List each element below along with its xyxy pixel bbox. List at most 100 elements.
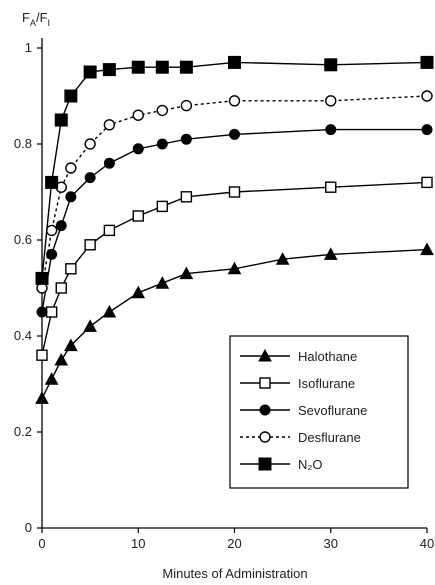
data-point: [228, 55, 241, 69]
y-title-sub-i: I: [48, 18, 51, 28]
data-point: [54, 352, 69, 366]
data-point: [83, 319, 97, 332]
x-tick-label: 30: [324, 536, 338, 551]
data-point: [156, 138, 168, 150]
data-point: [64, 89, 78, 103]
data-point: [227, 261, 242, 275]
legend-label: Isoflurane: [298, 376, 355, 391]
data-point: [275, 252, 290, 265]
series-0: [35, 242, 434, 404]
data-point: [229, 128, 240, 140]
legend-label: N₂O: [298, 457, 323, 472]
data-point: [325, 124, 337, 136]
x-tick-label: 10: [131, 536, 145, 551]
y-tick-label: 0: [25, 520, 32, 535]
legend: Halothane Isoflurane Sevoflurane Desflurane…: [229, 335, 409, 489]
data-point: [180, 133, 192, 145]
data-point: [132, 143, 144, 155]
data-point: [132, 109, 144, 121]
data-point: [36, 349, 48, 361]
data-point: [45, 306, 58, 318]
data-point: [421, 176, 433, 189]
data-point: [35, 391, 49, 404]
data-point: [35, 271, 49, 285]
legend-item: Desflurane: [240, 430, 361, 445]
legend-label: Desflurane: [298, 430, 361, 445]
data-point: [65, 263, 77, 275]
y-tick-label: 0.8: [14, 136, 32, 151]
y-tick-label: 0.2: [14, 424, 32, 439]
series-2: [36, 124, 433, 318]
data-point: [131, 60, 145, 74]
data-point: [103, 224, 116, 237]
x-axis-title: Minutes of Administration: [162, 566, 307, 581]
x-axis-ticks: 0 10 20 30 40: [38, 528, 434, 551]
y-tick-label: 0.4: [14, 328, 32, 343]
legend-marker: [258, 348, 272, 362]
series-line: [41, 95, 428, 289]
y-tick-label: 0.6: [14, 232, 32, 247]
legend-item: Halothane: [240, 348, 357, 364]
series-line: [41, 128, 427, 313]
legend-item: N₂O: [240, 457, 323, 472]
data-point: [324, 58, 338, 72]
data-point: [84, 138, 96, 150]
data-point: [325, 181, 337, 193]
data-point: [155, 276, 170, 289]
data-point: [228, 95, 241, 107]
data-point: [323, 247, 338, 260]
data-point: [84, 239, 96, 251]
data-point: [102, 63, 116, 77]
data-point: [64, 338, 78, 352]
legend-marker: [259, 431, 271, 443]
legend-item: Isoflurane: [240, 376, 355, 391]
data-point: [421, 124, 433, 136]
data-point: [131, 285, 146, 299]
data-point: [65, 162, 77, 174]
data-point: [179, 60, 193, 74]
legend-marker: [259, 377, 271, 389]
x-tick-label: 20: [227, 536, 241, 551]
data-point: [44, 372, 59, 385]
data-point: [45, 224, 58, 237]
data-point: [83, 65, 97, 79]
data-point: [156, 104, 169, 117]
data-point: [65, 191, 77, 203]
data-point: [55, 282, 67, 294]
series-4: [35, 55, 434, 285]
data-point: [228, 186, 241, 198]
series-group: [35, 55, 434, 404]
legend-label: Halothane: [298, 349, 357, 364]
data-point: [45, 175, 59, 189]
data-point: [103, 157, 115, 169]
data-point: [132, 210, 144, 222]
x-tick-label: 0: [38, 536, 45, 551]
series-1: [36, 176, 433, 361]
series-line: [41, 61, 428, 279]
data-point: [46, 248, 58, 260]
data-point: [180, 191, 193, 203]
series-3: [36, 90, 433, 294]
legend-marker: [258, 457, 272, 471]
data-point: [103, 119, 116, 131]
y-axis-ticks: 0 0.2 0.4 0.6 0.8 1: [14, 40, 42, 535]
data-point: [180, 99, 193, 112]
data-point: [325, 95, 337, 107]
y-tick-label: 1: [25, 40, 32, 55]
data-point: [84, 172, 96, 184]
y-title-sub-a: A: [30, 18, 36, 28]
data-point: [420, 242, 434, 256]
data-point: [421, 90, 433, 102]
data-point: [55, 220, 67, 232]
y-title-slash: /F: [36, 10, 48, 25]
legend-label: Sevoflurane: [298, 403, 367, 418]
legend-items: Halothane Isoflurane Sevoflurane Desflurane…: [240, 348, 367, 472]
data-point: [156, 200, 169, 213]
data-point: [36, 306, 48, 318]
data-point: [155, 60, 169, 74]
data-point: [179, 266, 194, 280]
y-title-main: F: [22, 10, 30, 25]
data-point: [420, 55, 434, 69]
legend-marker: [259, 404, 271, 416]
